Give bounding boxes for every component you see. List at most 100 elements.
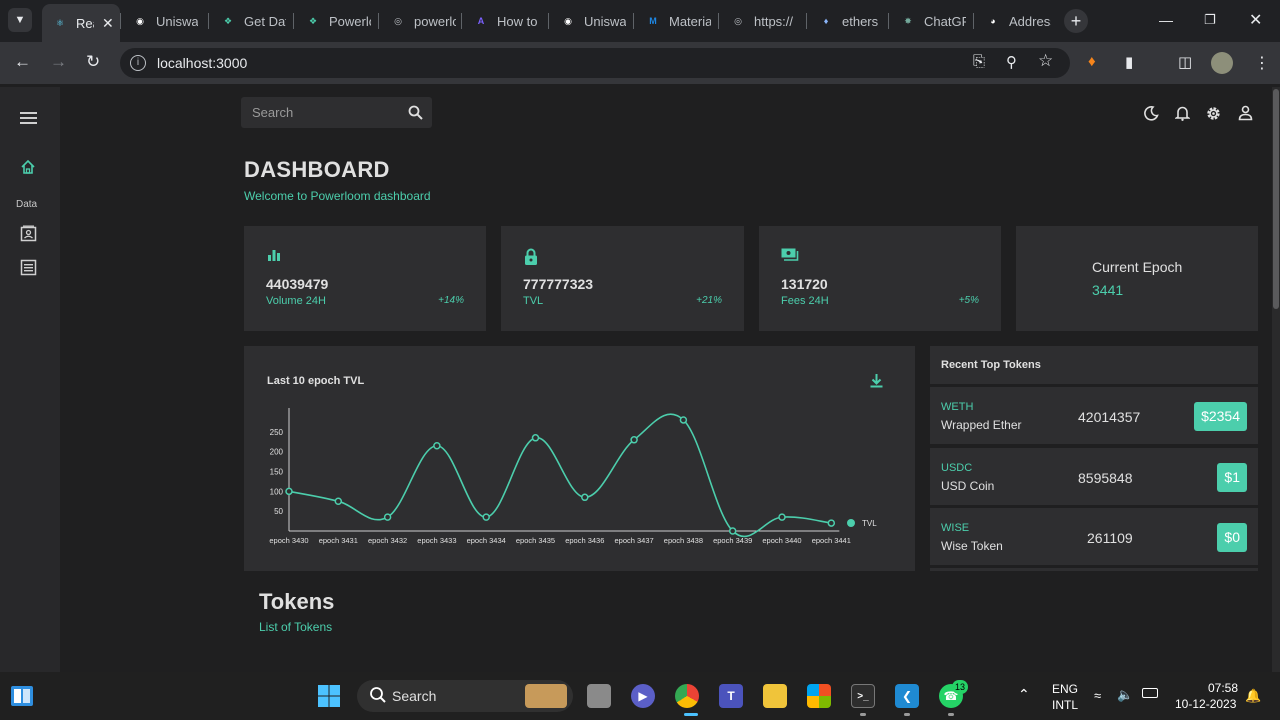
browser-tab[interactable]: A How to xyxy=(463,6,543,36)
side-panel-icon[interactable]: ◫ xyxy=(1178,54,1193,71)
extensions-icon[interactable]: ▮ xyxy=(1125,54,1134,71)
x-tick-label: epoch 3432 xyxy=(368,536,407,545)
data-point xyxy=(728,527,737,535)
tab-search-button[interactable]: ▼ xyxy=(8,8,32,32)
chrome-menu-icon[interactable]: ⋮ xyxy=(1254,55,1270,72)
contacts-icon[interactable] xyxy=(20,225,37,247)
x-tick-label: epoch 3430 xyxy=(269,536,308,545)
volume-icon[interactable]: 🔈 xyxy=(1117,687,1134,702)
token-name: Wise Token xyxy=(941,539,1003,553)
token-symbol: WETH xyxy=(941,401,974,413)
browser-tab[interactable]: ⚛ React App ✕ xyxy=(42,4,120,42)
vscode-icon[interactable]: ❮ xyxy=(895,684,919,708)
tray-overflow-icon[interactable]: ⌃ xyxy=(1018,686,1030,702)
data-point xyxy=(531,434,540,442)
token-row[interactable]: WISE Wise Token 261109 $0 xyxy=(930,508,1258,565)
token-row[interactable]: USDC USD Coin 8595848 $1 xyxy=(930,448,1258,505)
sidebar: Data xyxy=(0,87,60,672)
user-icon[interactable] xyxy=(1238,105,1253,126)
back-icon[interactable]: ← xyxy=(14,52,31,71)
new-tab-button[interactable]: + xyxy=(1064,9,1088,33)
dark-mode-icon[interactable] xyxy=(1143,105,1159,126)
current-epoch-card xyxy=(1016,226,1258,331)
y-tick-label: 100 xyxy=(270,487,284,496)
settings-icon[interactable] xyxy=(1205,105,1222,127)
notifications-icon[interactable] xyxy=(1173,105,1192,126)
close-tab-icon[interactable]: ✕ xyxy=(102,14,114,31)
browser-tab[interactable]: ◉ Uniswap xyxy=(550,6,630,36)
browser-tab[interactable]: ❖ Get Data xyxy=(210,6,290,36)
notification-bell-icon[interactable]: 🔔 xyxy=(1245,688,1262,703)
download-icon[interactable] xyxy=(868,372,885,394)
profile-avatar[interactable] xyxy=(1211,52,1233,74)
powerloom-icon: ❖ xyxy=(308,15,318,26)
receipt-icon[interactable] xyxy=(20,259,37,281)
address-bar[interactable]: i localhost:3000 xyxy=(120,48,1070,78)
browser-tab[interactable]: ✸ ChatGPT xyxy=(890,6,970,36)
bookmark-star-icon[interactable]: ☆ xyxy=(1038,51,1054,70)
token-price-badge: $1 xyxy=(1217,463,1247,492)
teams-icon[interactable]: T xyxy=(719,684,743,708)
url-text[interactable]: localhost:3000 xyxy=(157,55,248,71)
token-price-badge: $0 xyxy=(1217,523,1247,552)
install-app-icon[interactable]: ⎘ xyxy=(973,53,986,70)
chrome-icon[interactable] xyxy=(675,684,699,708)
browser-tab[interactable]: ◉ Uniswap xyxy=(122,6,202,36)
stat-card-fees: 131720 Fees 24H +5% xyxy=(759,226,1001,331)
clock-time[interactable]: 07:58 xyxy=(1208,681,1239,695)
menu-icon[interactable] xyxy=(20,111,37,130)
scrollbar-thumb[interactable] xyxy=(1273,89,1279,309)
zoom-icon[interactable]: ⚲ xyxy=(1006,54,1017,71)
wifi-icon[interactable]: ≈ xyxy=(1094,688,1102,703)
terminal-icon[interactable]: >_ xyxy=(851,684,875,708)
clock-date[interactable]: 10-12-2023 xyxy=(1175,697,1237,711)
language-line1[interactable]: ENG xyxy=(1052,682,1079,696)
task-view-icon[interactable] xyxy=(587,684,611,708)
battery-icon[interactable] xyxy=(1142,688,1158,698)
tab-separator xyxy=(888,13,889,29)
data-point xyxy=(630,436,638,444)
site-info-icon[interactable]: i xyxy=(130,55,146,71)
browser-tab[interactable]: ◎ powerloom xyxy=(380,6,460,36)
widgets-icon[interactable] xyxy=(11,686,33,706)
close-window-icon[interactable]: ✕ xyxy=(1249,12,1263,29)
stat-value: 777777323 xyxy=(523,276,594,292)
tab-separator xyxy=(548,13,549,29)
home-icon[interactable] xyxy=(20,159,36,180)
stat-label: Fees 24H xyxy=(781,295,829,307)
x-tick-label: epoch 3434 xyxy=(467,536,506,545)
stat-value: 131720 xyxy=(781,276,828,292)
browser-tab[interactable]: ◕ Address xyxy=(975,6,1055,36)
ms-store-icon[interactable] xyxy=(807,684,831,708)
file-explorer-icon[interactable] xyxy=(763,684,787,708)
forward-icon[interactable]: → xyxy=(50,52,67,71)
teams-chat-icon[interactable]: ▶ xyxy=(631,684,655,708)
start-icon[interactable] xyxy=(318,685,340,712)
data-point xyxy=(679,416,688,424)
search-icon[interactable] xyxy=(408,105,423,125)
tab-separator xyxy=(120,13,121,29)
data-point xyxy=(827,519,836,527)
minimize-icon[interactable]: — xyxy=(1159,12,1173,28)
browser-tab-title: Uniswap xyxy=(584,13,626,29)
browser-tab[interactable]: ◎ https:// xyxy=(720,6,800,36)
x-tick-label: epoch 3435 xyxy=(516,536,555,545)
current-epoch-title: Current Epoch xyxy=(1092,259,1183,275)
stat-change: +14% xyxy=(438,295,464,306)
restore-icon[interactable]: ❐ xyxy=(1204,12,1216,27)
reload-icon[interactable]: ↻ xyxy=(86,52,101,71)
metamask-icon[interactable]: ♦ xyxy=(1088,53,1096,70)
stat-card-volume: 44039479 Volume 24H +14% xyxy=(244,226,486,331)
page-scrollbar[interactable] xyxy=(1272,87,1280,672)
search-input[interactable] xyxy=(241,97,401,128)
browser-tab-title: Get Data xyxy=(244,13,286,29)
browser-tab[interactable]: ♦ ethers xyxy=(808,6,888,36)
tab-separator xyxy=(293,13,294,29)
search-box xyxy=(241,97,432,128)
browser-tab[interactable]: M Material xyxy=(635,6,715,36)
language-line2[interactable]: INTL xyxy=(1052,698,1079,712)
browser-tab[interactable]: ❖ Powerloom xyxy=(295,6,375,36)
taskbar-search[interactable]: Search xyxy=(357,680,573,712)
x-tick-label: epoch 3438 xyxy=(664,536,703,545)
token-row[interactable]: WETH Wrapped Ether 42014357 $2354 xyxy=(930,387,1258,444)
